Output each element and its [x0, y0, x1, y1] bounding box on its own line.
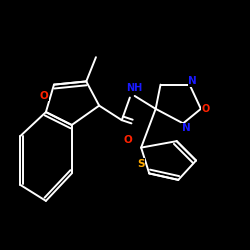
Text: S: S	[138, 159, 145, 169]
Text: O: O	[40, 91, 49, 101]
Text: N: N	[188, 76, 197, 86]
Text: N: N	[182, 123, 191, 133]
Text: O: O	[124, 134, 132, 144]
Text: O: O	[202, 104, 210, 114]
Text: NH: NH	[126, 83, 143, 93]
